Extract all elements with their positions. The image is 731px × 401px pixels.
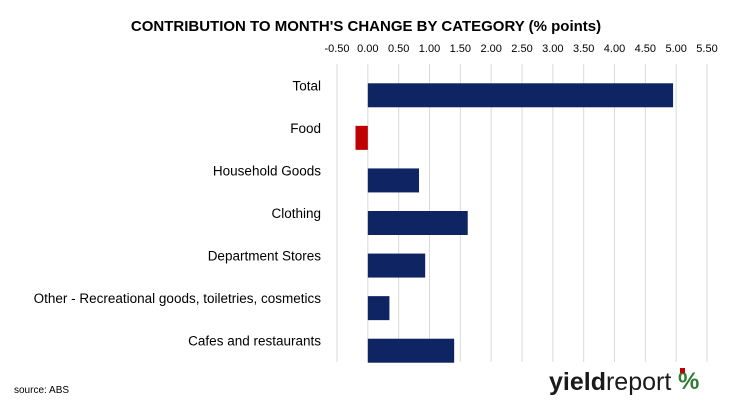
x-tick-label: 0.50 xyxy=(388,43,409,55)
x-tick-label: 3.50 xyxy=(573,43,594,55)
category-label: Total xyxy=(292,78,321,93)
x-tick-label: 4.50 xyxy=(635,43,656,55)
bar xyxy=(367,168,420,193)
logo-text-report: report xyxy=(606,368,671,396)
logo-percent-symbol: % xyxy=(678,368,699,395)
x-tick-label: 1.50 xyxy=(450,43,471,55)
source-note: source: ABS xyxy=(14,385,69,396)
x-tick-label: 3.00 xyxy=(542,43,563,55)
x-tick-label: 5.50 xyxy=(696,43,717,55)
x-tick-label: 5.00 xyxy=(665,43,686,55)
category-label: Department Stores xyxy=(208,249,322,264)
bars xyxy=(355,83,674,363)
x-tick-label: 1.00 xyxy=(419,43,440,55)
x-tick-label: 4.00 xyxy=(604,43,625,55)
bar xyxy=(355,125,368,150)
bar xyxy=(367,253,426,278)
category-label: Household Goods xyxy=(213,163,321,178)
bar xyxy=(367,83,674,108)
x-tick-label: 2.50 xyxy=(511,43,532,55)
bar xyxy=(367,338,455,363)
category-label: Clothing xyxy=(271,206,321,221)
category-label: Other - Recreational goods, toiletries, … xyxy=(34,291,322,306)
chart-title: CONTRIBUTION TO MONTH'S CHANGE BY CATEGO… xyxy=(131,18,601,35)
logo-red-dot xyxy=(680,368,685,373)
x-axis-tick-labels: -0.50 0.00 0.50 1.00 1.50 2.00 2.50 3.00 3.50 4.0… xyxy=(324,43,717,55)
category-label: Cafes and restaurants xyxy=(188,334,321,349)
svg-text:yieldreport: yieldreport xyxy=(549,368,671,396)
logo-text-yield: yield xyxy=(549,368,606,396)
bar xyxy=(367,211,468,235)
yieldreport-logo: yieldreport % xyxy=(549,368,699,396)
bar xyxy=(367,296,390,321)
x-tick-label: 2.00 xyxy=(480,43,501,55)
category-label: Food xyxy=(290,121,321,136)
x-tick-label: 0.00 xyxy=(357,43,378,55)
x-tick-label: -0.50 xyxy=(324,43,349,55)
category-labels: Total Food Household Goods Clothing Departme… xyxy=(34,78,322,348)
